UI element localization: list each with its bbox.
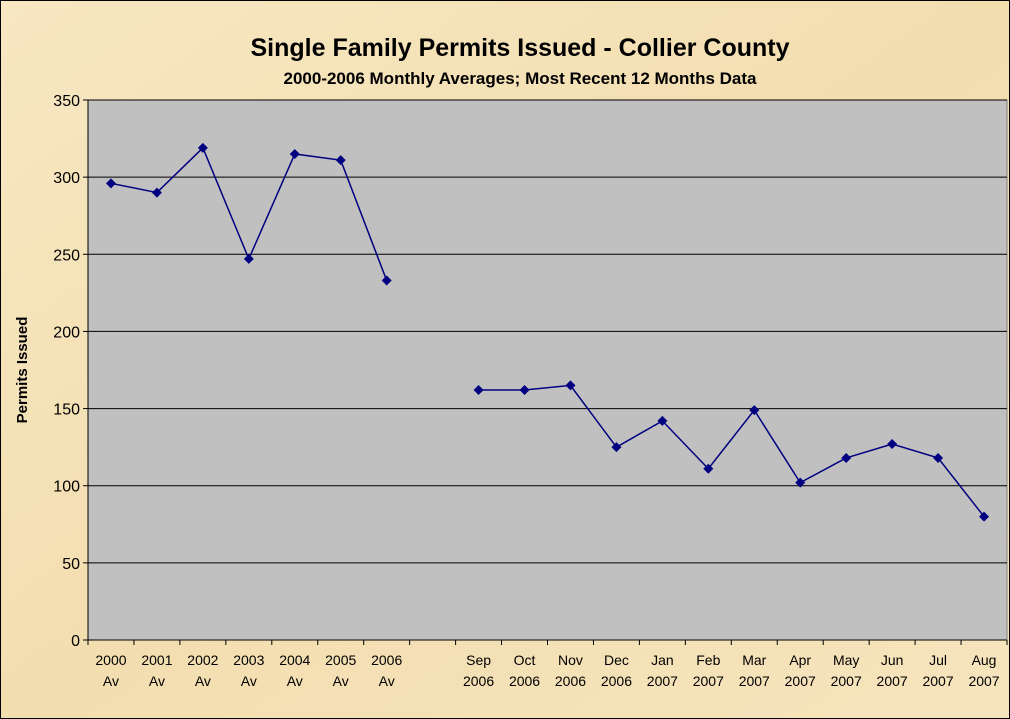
marker xyxy=(519,385,530,396)
x-tick-label: Sep xyxy=(466,652,491,668)
marker xyxy=(703,463,714,474)
x-tick-label: 2005 xyxy=(325,652,356,668)
x-tick-label: 2007 xyxy=(968,673,999,689)
x-tick-label: Jun xyxy=(881,652,904,668)
x-tick-label: 2006 xyxy=(371,652,402,668)
y-tick-label: 350 xyxy=(53,93,80,110)
x-tick-label: May xyxy=(833,652,859,668)
marker xyxy=(887,439,898,450)
x-tick-label: 2006 xyxy=(555,673,586,689)
marker xyxy=(749,405,760,416)
y-tick-label: 300 xyxy=(53,170,80,187)
x-tick-label: 2007 xyxy=(922,673,953,689)
marker xyxy=(335,155,346,166)
x-tick-label: 2007 xyxy=(831,673,862,689)
x-tick-label: 2007 xyxy=(647,673,678,689)
x-tick-label: 2001 xyxy=(141,652,172,668)
x-tick-label: 2003 xyxy=(233,652,264,668)
x-tick-label: 2004 xyxy=(279,652,310,668)
y-tick-label: 100 xyxy=(53,479,80,496)
marker xyxy=(473,385,484,396)
marker xyxy=(841,452,852,463)
marker xyxy=(657,415,668,426)
marker xyxy=(381,275,392,286)
x-tick-label: Av xyxy=(103,673,119,689)
x-tick-label: Nov xyxy=(558,652,583,668)
plot-area xyxy=(87,99,1008,641)
x-tick-label: 2006 xyxy=(509,673,540,689)
x-tick-label: 2002 xyxy=(187,652,218,668)
x-tick-label: Av xyxy=(241,673,257,689)
y-tick-label: 0 xyxy=(71,633,80,650)
x-tick-label: Mar xyxy=(742,652,766,668)
chart-subtitle: 2000-2006 Monthly Averages; Most Recent … xyxy=(284,69,758,88)
x-tick-label: 2007 xyxy=(693,673,724,689)
x-tick-label: 2006 xyxy=(463,673,494,689)
x-tick-label: Aug xyxy=(972,652,997,668)
marker xyxy=(243,253,254,264)
marker xyxy=(289,149,300,159)
marker xyxy=(795,477,806,488)
x-tick-label: Dec xyxy=(604,652,629,668)
x-tick-label: 2007 xyxy=(739,673,770,689)
x-tick-label: Av xyxy=(379,673,395,689)
marker xyxy=(197,142,208,153)
marker xyxy=(565,380,576,391)
y-tick-label: 50 xyxy=(62,556,80,573)
x-tick-label: Oct xyxy=(514,652,536,668)
marker xyxy=(151,187,162,198)
y-tick-label: 250 xyxy=(53,247,80,264)
x-tick-label: Apr xyxy=(789,652,811,668)
marker xyxy=(105,178,116,189)
x-tick-label: 2006 xyxy=(601,673,632,689)
x-tick-label: 2000 xyxy=(95,652,126,668)
marker xyxy=(933,452,944,463)
marker xyxy=(611,442,622,453)
x-tick-label: Av xyxy=(195,673,211,689)
marker xyxy=(979,511,990,522)
x-tick-label: Av xyxy=(287,673,303,689)
x-tick-label: Av xyxy=(333,673,349,689)
y-tick-label: 150 xyxy=(53,402,80,419)
x-tick-label: Feb xyxy=(696,652,720,668)
x-tick-label: 2007 xyxy=(785,673,816,689)
x-tick-label: Av xyxy=(149,673,165,689)
y-axis-label: Permits Issued xyxy=(14,317,31,424)
x-tick-label: Jan xyxy=(651,652,674,668)
chart-title: Single Family Permits Issued - Collier C… xyxy=(250,34,789,62)
x-tick-label: Jul xyxy=(929,652,947,668)
y-tick-label: 200 xyxy=(53,324,80,341)
x-tick-label: 2007 xyxy=(877,673,908,689)
